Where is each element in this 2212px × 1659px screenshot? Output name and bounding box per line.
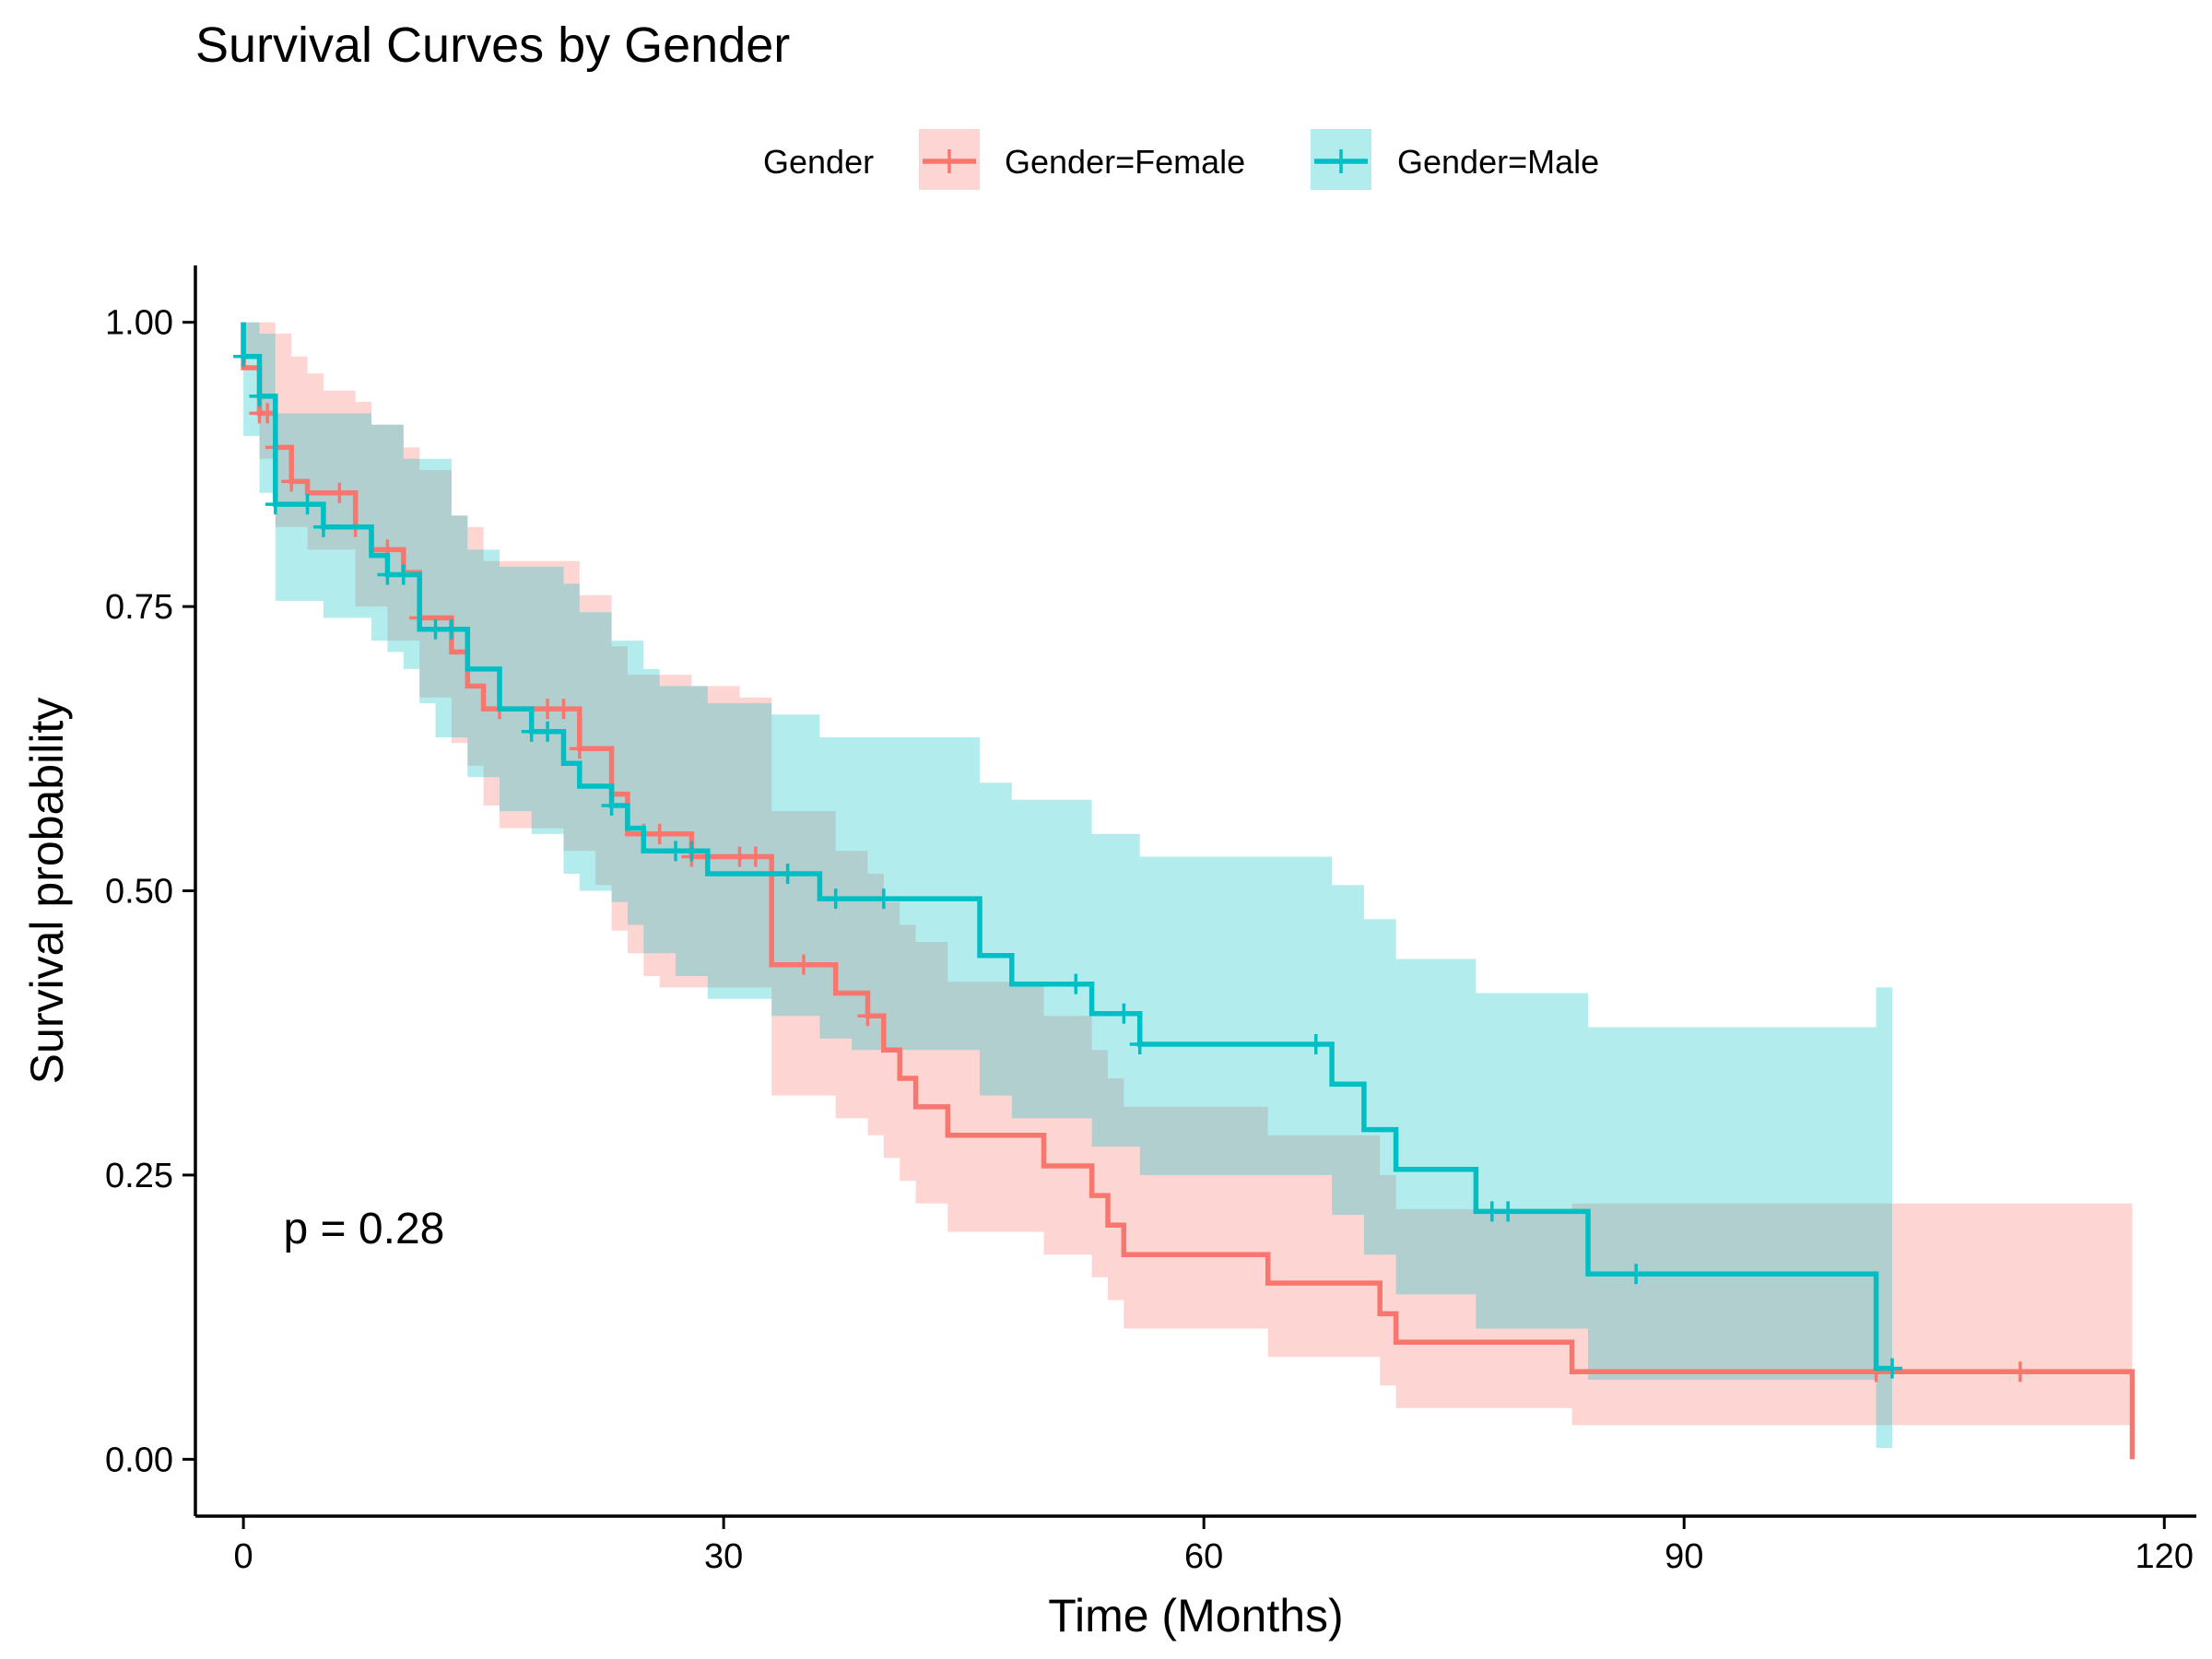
x-tick-label: 60 xyxy=(1184,1537,1223,1576)
y-tick-label: 0.75 xyxy=(105,588,173,627)
censor-mark xyxy=(1113,1003,1135,1024)
x-tick-label: 0 xyxy=(234,1537,253,1576)
censor-mark xyxy=(777,863,798,884)
censor-mark xyxy=(2009,1361,2030,1382)
censor-mark xyxy=(1065,973,1087,994)
censor-mark xyxy=(393,564,414,585)
censor-mark xyxy=(297,494,318,515)
censor-mark xyxy=(1129,1034,1150,1055)
legend-item-gender-female: Gender=Female xyxy=(919,129,1245,190)
censor-mark xyxy=(649,823,670,844)
censor-mark xyxy=(233,346,254,367)
censor-mark xyxy=(553,699,574,720)
chart-title: Survival Curves by Gender xyxy=(195,18,791,73)
censor-mark xyxy=(1305,1034,1326,1055)
censor-mark xyxy=(329,482,350,503)
x-tick-label: 90 xyxy=(1665,1537,1703,1576)
censor-mark xyxy=(857,1006,878,1027)
legend-label: Gender=Male xyxy=(1397,143,1599,181)
censor-marks-gender-male xyxy=(233,346,1903,1379)
x-tick-label: 30 xyxy=(704,1537,743,1576)
censor-mark xyxy=(825,888,846,910)
x-axis-label: Time (Months) xyxy=(1048,1590,1343,1641)
censor-mark xyxy=(265,494,286,515)
survival-line-gender-male xyxy=(241,322,1892,1371)
censor-mark xyxy=(873,888,894,910)
y-tick-label: 1.00 xyxy=(105,304,173,343)
censor-mark xyxy=(441,618,462,640)
legend: Gender Gender=Female Gender=Male xyxy=(763,129,1599,190)
censor-mark xyxy=(537,721,559,742)
confidence-band-gender-male xyxy=(243,322,1893,1449)
censor-mark xyxy=(249,385,270,406)
y-tick-label: 0.50 xyxy=(105,873,173,912)
legend-title: Gender xyxy=(763,143,874,181)
y-axis-label: Survival probability xyxy=(21,698,73,1085)
censor-mark xyxy=(1882,1358,1903,1379)
censor-mark xyxy=(681,841,702,862)
censor-mark xyxy=(1498,1201,1519,1222)
censor-mark xyxy=(281,471,302,492)
confidence-band-gender-female xyxy=(243,322,2133,1426)
censor-mark xyxy=(601,794,622,816)
censor-mark xyxy=(1626,1264,1647,1285)
y-tick-label: 0.00 xyxy=(105,1441,173,1479)
censor-mark xyxy=(745,846,766,867)
censor-mark xyxy=(312,516,334,537)
legend-item-gender-male: Gender=Male xyxy=(1311,129,1599,190)
legend-label: Gender=Female xyxy=(1005,143,1245,181)
p-value-annotation: p = 0.28 xyxy=(284,1205,445,1253)
y-tick-label: 0.25 xyxy=(105,1157,173,1195)
censor-mark xyxy=(569,738,590,759)
x-tick-label: 120 xyxy=(2136,1537,2194,1576)
censor-mark xyxy=(793,954,814,975)
